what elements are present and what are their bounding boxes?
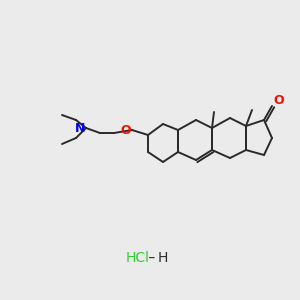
Text: O: O <box>273 94 284 107</box>
Text: HCl: HCl <box>126 251 150 265</box>
Text: –: – <box>144 251 160 265</box>
Text: O: O <box>120 124 131 136</box>
Text: H: H <box>158 251 168 265</box>
Text: N: N <box>75 122 85 134</box>
